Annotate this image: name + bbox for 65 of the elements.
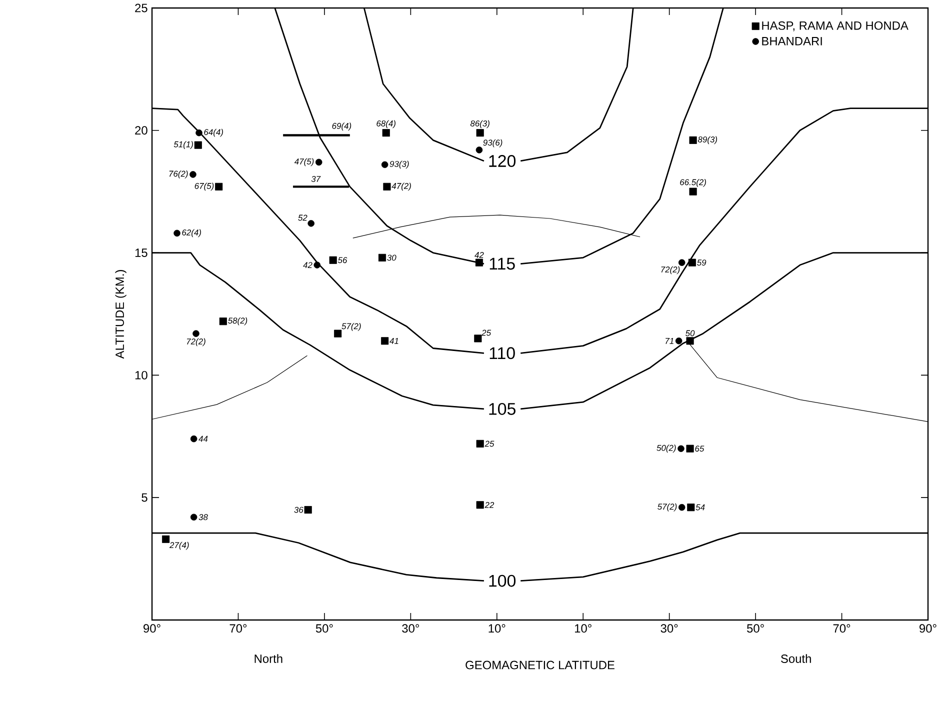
annotation: 22 xyxy=(484,502,494,508)
annotation: 42 xyxy=(474,252,484,258)
annotation: 65 xyxy=(695,446,704,452)
annotation: 42 xyxy=(303,262,312,268)
annotation: 38 xyxy=(198,514,208,520)
y-tick-label: 20 xyxy=(135,126,148,135)
annotation: 69(4) xyxy=(332,122,352,131)
x-tick-label: 70° xyxy=(230,624,247,633)
annotation: 58(2) xyxy=(228,317,248,326)
annotation: 72(2) xyxy=(661,266,680,274)
x-axis-title: GEOMAGNETIC LATITUDE xyxy=(466,660,614,670)
annotation: 57(2) xyxy=(658,503,677,512)
annotation: 59 xyxy=(697,260,706,266)
annotation: 66.5(2) xyxy=(680,178,706,187)
annotation: 41 xyxy=(390,338,398,344)
annotation: 50 xyxy=(686,330,695,336)
x-tick-label: 10° xyxy=(574,624,592,633)
annotation: 105 xyxy=(489,402,516,415)
x-tick-label: 10° xyxy=(488,624,506,633)
annotation: 36 xyxy=(294,506,304,513)
annotation: 67(5) xyxy=(194,182,214,191)
annotation: 30 xyxy=(387,254,396,261)
x-tick-label: 90° xyxy=(144,624,160,633)
text: South xyxy=(781,654,811,663)
x-tick-label: 30° xyxy=(402,624,419,633)
y-tick-label: 15 xyxy=(135,248,148,257)
annotation: 47(2) xyxy=(392,182,411,191)
annotation: 37 xyxy=(311,176,321,182)
annotation: 68(4) xyxy=(376,120,396,128)
annotation: 72(2) xyxy=(186,338,206,346)
annotation: 76(2) xyxy=(169,170,188,178)
x-tick-label: 90° xyxy=(920,624,936,633)
annotation: 93(6) xyxy=(483,139,502,148)
x-tick-label: 30° xyxy=(660,624,678,633)
annotation: 52 xyxy=(298,214,308,221)
annotation: 71 xyxy=(666,338,674,344)
legend-label: HASP, RAMA AND HONDA xyxy=(762,21,908,32)
x-tick-label: 70° xyxy=(833,624,850,633)
x-tick-label: 50° xyxy=(747,624,764,633)
annotation: 86(3) xyxy=(470,120,490,128)
annotation: 100 xyxy=(489,574,516,587)
y-tick-label: 10 xyxy=(135,370,148,380)
text: North xyxy=(254,654,282,663)
annotation: 47(5) xyxy=(294,158,314,166)
annotation: 89(3) xyxy=(698,136,718,144)
annotation: 25 xyxy=(482,330,492,336)
annotation: 120 xyxy=(489,154,516,167)
annotation: 50(2) xyxy=(656,444,676,453)
annotation: 25 xyxy=(484,440,494,447)
annotation: 57(2) xyxy=(342,322,361,331)
y-tick-label: 25 xyxy=(135,4,148,12)
annotation: 93(3) xyxy=(390,160,409,169)
annotation: 44 xyxy=(198,436,208,442)
annotation: 51(1) xyxy=(174,141,193,150)
y-axis-title: ALTITUDE (KM.) xyxy=(115,270,126,359)
annotation: 115 xyxy=(490,258,515,270)
annotation: 54 xyxy=(696,504,705,510)
annotation: 27(4) xyxy=(169,542,189,550)
annotation: 110 xyxy=(490,347,515,360)
y-tick-label: 5 xyxy=(142,493,148,502)
legend-label: BHANDARI xyxy=(762,37,822,46)
annotation: 56 xyxy=(338,257,348,264)
x-tick-label: 50° xyxy=(316,624,333,633)
annotation: 62(4) xyxy=(182,229,201,238)
annotation: 64(4) xyxy=(204,128,223,137)
